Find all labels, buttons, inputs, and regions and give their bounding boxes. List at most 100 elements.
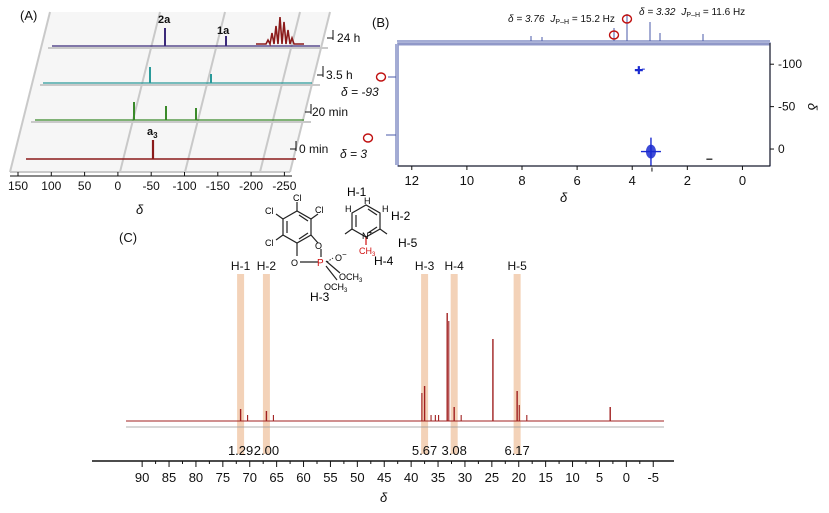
- panel-c-tick-label: -5: [647, 470, 659, 485]
- integral-value: 1.29: [228, 443, 253, 458]
- panel-c-tick-label: 10: [565, 470, 579, 485]
- label-h2: H-2: [391, 209, 411, 223]
- trace-20min: [35, 102, 304, 121]
- panel-a: (A) 2a 1a: [8, 8, 360, 217]
- marker-left-3: [362, 133, 374, 143]
- peak-label: H-4: [445, 259, 465, 273]
- marker-left-93: [375, 72, 387, 82]
- label-delta-93: δ = -93: [341, 85, 379, 99]
- panel-b-x-tick-label: 0: [739, 173, 746, 188]
- pyr-double-3: [367, 226, 378, 234]
- peak-label-1a: 1a: [217, 25, 230, 37]
- panel-a-label: (A): [20, 8, 37, 23]
- bond-p-o-dashed: [326, 257, 334, 263]
- panel-c-tick-label: 70: [243, 470, 257, 485]
- panel-a-tick-label: 150: [8, 179, 28, 193]
- peak-bands: H-1 H-2 H-3 H-4 H-5: [231, 259, 527, 454]
- panel-b-x-tick-label: 6: [573, 173, 580, 188]
- panel-a-tick-label: -150: [206, 179, 230, 193]
- bond-ch3-right: [379, 228, 388, 235]
- panel-a-tick-label: 100: [41, 179, 61, 193]
- atom-o-2: O: [291, 258, 298, 268]
- panel-c-tick-label: 30: [458, 470, 472, 485]
- panel-c-xlabel: δ: [380, 490, 388, 505]
- panel-c-tick-label: 0: [623, 470, 630, 485]
- catechol-ring: [275, 202, 341, 281]
- peak-band: [450, 274, 458, 454]
- panel-a-tick-label: 50: [78, 179, 92, 193]
- panel-b-y-axis: -100 -50 0: [769, 43, 802, 166]
- panel-b-x-tick-label: 8: [518, 173, 525, 188]
- time-label-24h: 24 h: [337, 31, 360, 45]
- marker-top-3-76: [608, 30, 620, 40]
- panel-b-x-axis: 12 10 8 6 4 2 0: [398, 165, 770, 188]
- panel-c-tick-label: 40: [404, 470, 418, 485]
- panel-c-tick-label: 90: [135, 470, 149, 485]
- atom-cl-1: Cl: [293, 193, 302, 203]
- bond-cl-left-down: [275, 234, 284, 241]
- pyr-h-2: H: [364, 196, 371, 206]
- time-label-3-5h: 3.5 h: [326, 68, 353, 82]
- atom-n: N+: [362, 230, 373, 241]
- trace-0min: [26, 140, 296, 160]
- plane-edge-left: [9, 11, 51, 173]
- trace-24h: [52, 28, 320, 47]
- atom-o-1: O: [315, 241, 322, 251]
- group-n-ch3: CH3: [359, 246, 376, 258]
- proton-spectrum: [126, 313, 664, 422]
- peak-label-2a: 2a: [158, 14, 171, 26]
- panel-c-tick-label: 60: [296, 470, 310, 485]
- panel-c-tick-label: 65: [269, 470, 283, 485]
- peak-label-a3: a3: [147, 126, 158, 140]
- panel-c-tick-label: 85: [162, 470, 176, 485]
- plane-guide-3: [259, 11, 301, 173]
- ring-double-2: [298, 214, 309, 222]
- bond-o-1: [310, 234, 319, 244]
- annot-3-76: δ = 3.76 JP–H = 15.2 Hz: [508, 14, 615, 26]
- pyr-h-3: H: [382, 204, 389, 214]
- plane-edge-right: [289, 11, 331, 173]
- panel-b-y-tick-label: 0: [778, 142, 785, 156]
- atom-cl-4: Cl: [315, 205, 324, 215]
- panel-c-tick-label: 5: [596, 470, 603, 485]
- panel-c-x-axis: 90 85 80 75 70 65 60 55 50 45 40 35 30 25 20 15 10 5 0 -5: [92, 460, 674, 485]
- label-h4: H-4: [374, 254, 394, 268]
- panel-b-y-tick-label: -50: [778, 100, 796, 114]
- panel-a-tick-label: 0: [115, 179, 122, 193]
- panel-c-tick-label: 20: [512, 470, 526, 485]
- panel-b-ylabel: δ: [805, 103, 820, 111]
- bond-p-och3-down: [325, 265, 338, 281]
- cross-peak-arms: [640, 137, 661, 166]
- panel-a-tick-label: -100: [172, 179, 196, 193]
- time-labels: 24 h 3.5 h 20 min 0 min: [290, 30, 360, 156]
- panel-b-x-tick-label: 10: [460, 173, 474, 188]
- panel-c-tick-label: 55: [323, 470, 337, 485]
- panel-c-tick-label: 35: [431, 470, 445, 485]
- bond-cl-left-up: [275, 213, 284, 220]
- group-och3-right: OCH3: [339, 272, 363, 284]
- panel-b-frame: [397, 42, 771, 167]
- ring-double-3: [298, 232, 309, 240]
- time-label-0min: 0 min: [299, 142, 328, 156]
- panel-a-backplane: [10, 12, 330, 172]
- integral-value: 5.67: [412, 443, 437, 458]
- peak-label: H-2: [257, 259, 277, 273]
- panel-c-tick-label: 75: [216, 470, 230, 485]
- molecule-structure: Cl Cl Cl Cl O O P O− OCH3 OCH3 H-3 H H H…: [265, 185, 418, 304]
- marker-top-3-32: [621, 14, 633, 24]
- panel-a-tick-label: -200: [239, 179, 263, 193]
- panel-b-x-tick-label: 4: [629, 173, 636, 188]
- pyr-h-1: H: [345, 204, 352, 214]
- peak-band: [262, 274, 270, 454]
- panel-a-xlabel: δ: [136, 202, 144, 217]
- peak-label: H-5: [507, 259, 527, 273]
- panel-b-left-projection: [386, 44, 397, 165]
- peak-label: H-1: [231, 259, 251, 273]
- panel-c-tick-label: 80: [189, 470, 203, 485]
- time-ticks-vert: [295, 30, 334, 151]
- peak-band: [421, 274, 429, 454]
- bond-ch3-left: [344, 228, 353, 235]
- inset-multiplet-path: [256, 16, 304, 47]
- panel-b-xlabel: δ: [560, 190, 568, 205]
- peak-band: [513, 274, 521, 454]
